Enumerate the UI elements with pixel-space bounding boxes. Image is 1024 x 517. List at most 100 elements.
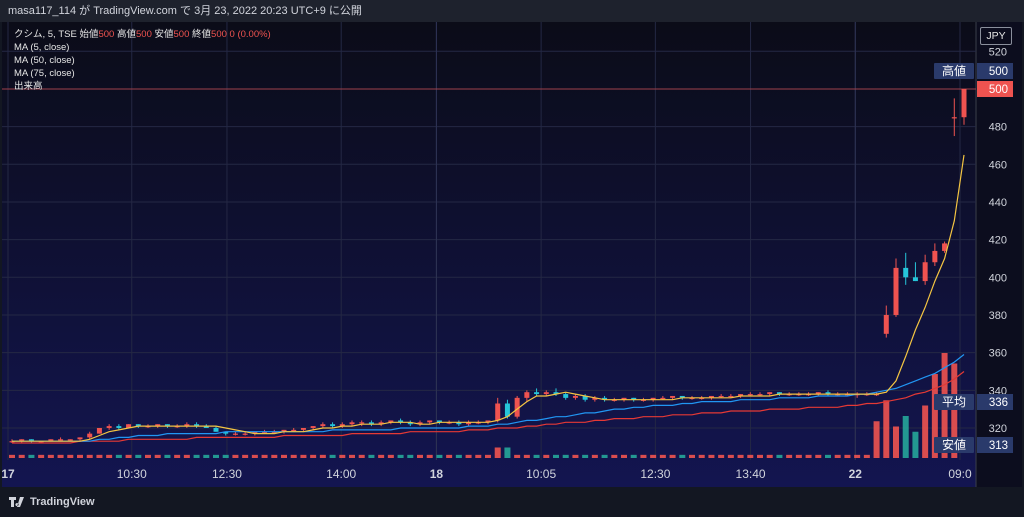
volume-bar [485, 454, 491, 458]
ma50-line [12, 354, 965, 442]
volume-bar [417, 454, 423, 458]
candle-body [330, 424, 336, 427]
volume-bar [358, 454, 365, 458]
price-tag-value-bg [977, 394, 1013, 410]
volume-bar [747, 454, 754, 458]
x-tick-label: 12:30 [212, 467, 242, 481]
candle-body [223, 431, 229, 434]
price-tag-name-bg [934, 437, 974, 453]
x-tick-label: 18 [430, 467, 444, 481]
volume-bar [251, 454, 258, 458]
candle-body [815, 392, 821, 395]
volume-bar [426, 454, 433, 458]
volume-bar [446, 454, 453, 458]
price-tag-name-bg [934, 394, 974, 410]
ohlc-low-value: 500 [173, 29, 190, 40]
candle-body [893, 267, 899, 315]
volume-bar [553, 454, 559, 458]
volume-bar [96, 454, 103, 458]
candle-body [903, 267, 909, 278]
legend-ma75[interactable]: MA (75, close) [14, 68, 75, 79]
tradingview-logo-icon [9, 497, 24, 507]
volume-bar [193, 454, 200, 458]
candle-body [116, 426, 122, 428]
y-tick-label: 460 [989, 159, 1007, 171]
candle-body [368, 422, 374, 425]
candle-body [427, 420, 433, 423]
candle-body [660, 397, 666, 400]
volume-bar [387, 454, 394, 458]
volume-bar [776, 454, 783, 458]
x-tick-label: 17 [1, 467, 15, 481]
candle-body [883, 314, 889, 334]
candle-body [77, 437, 83, 440]
price-tag-value-bg [977, 81, 1013, 97]
candle-body [524, 392, 530, 398]
legend-ma5[interactable]: MA (5, close) [14, 42, 70, 53]
candle-body [738, 394, 744, 396]
legend-symbol-row: クシム, 5, TSE 始値500 高値500 安値500 終値500 0 (0… [14, 28, 271, 41]
y-tick-label: 380 [989, 310, 1007, 322]
legend-volume[interactable]: 出来高 [14, 81, 43, 92]
volume-bar [465, 454, 472, 458]
candle-body [572, 395, 578, 398]
ma5-line [12, 154, 965, 442]
volume-bar [135, 454, 142, 458]
candle-body [708, 395, 714, 398]
candle-body [28, 439, 34, 442]
candle-body [252, 431, 258, 434]
y-tick-label: 420 [989, 235, 1007, 247]
ohlc-high-label: 高値 [116, 29, 136, 40]
volume-bar [893, 426, 899, 458]
volume-bar [67, 454, 74, 458]
volume-bar [145, 454, 151, 458]
candle-body [689, 397, 695, 400]
volume-bar [368, 454, 375, 458]
volume-bar [77, 454, 83, 458]
volume-bar [115, 454, 122, 458]
price-tag-name: 高値 [942, 63, 966, 78]
candle-body [621, 397, 627, 400]
tradingview-brand: TradingView [30, 496, 95, 508]
ma75-line [12, 371, 965, 444]
candle-body [262, 431, 268, 433]
volume-bar [213, 454, 219, 458]
volume-bar [786, 454, 793, 458]
candle-body [184, 424, 190, 427]
chart-legend: クシム, 5, TSE 始値500 高値500 安値500 終値500 0 (0… [14, 28, 271, 93]
candle-body [592, 397, 598, 400]
tradingview-logo[interactable]: TradingView [9, 496, 95, 508]
candle-body [126, 424, 132, 428]
volume-bar [640, 454, 647, 458]
volume-bar [18, 454, 25, 458]
volume-bar [504, 447, 511, 458]
candle-body [388, 420, 394, 423]
volume-bar [222, 454, 229, 458]
volume-bar [854, 454, 861, 458]
volume-bar [514, 454, 521, 458]
volume-bar [718, 454, 725, 458]
candle-body [48, 439, 54, 442]
candle-body [398, 420, 404, 423]
candle-body [495, 403, 501, 421]
y-tick-label: 400 [989, 272, 1007, 284]
x-tick-label: 14:00 [326, 467, 356, 481]
x-tick-label: 10:30 [117, 467, 147, 481]
volume-bar [679, 454, 686, 458]
candle-body [747, 394, 753, 396]
currency-button[interactable]: JPY [980, 27, 1012, 45]
volume-bar [902, 416, 909, 458]
legend-ma50[interactable]: MA (50, close) [14, 55, 75, 66]
candle-body [135, 424, 141, 427]
volume-bar [533, 454, 540, 458]
candle-body [640, 399, 646, 401]
volume-bar [737, 454, 744, 458]
candle-body [417, 422, 423, 425]
volume-bar [378, 454, 385, 458]
volume-bar [261, 454, 268, 458]
candle-body [961, 88, 967, 118]
candle-body [359, 422, 365, 424]
candle-body [456, 422, 462, 425]
candle-body [582, 395, 588, 400]
